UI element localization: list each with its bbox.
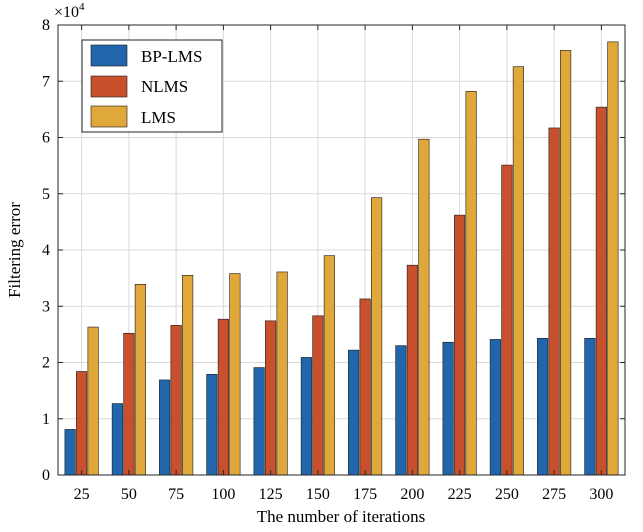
bar-lms-250: [512, 66, 524, 476]
x-tick-label: 100: [211, 486, 235, 503]
legend: BP-LMS NLMS LMS: [81, 39, 223, 133]
bar-nlms-300: [595, 106, 607, 476]
bar-lms-175: [371, 197, 383, 476]
bar-nlms-250: [501, 164, 513, 476]
x-axis-title: The number of iterations: [257, 507, 426, 526]
legend-swatch-bp-lms: [90, 44, 128, 67]
bar-bp-lms-225: [442, 341, 454, 476]
bar-nlms-200: [406, 264, 418, 476]
bar-bp-lms-250: [489, 339, 501, 476]
y-axis-title: Filtering error: [5, 202, 24, 298]
y-tick-label: 2: [42, 355, 50, 372]
y-tick-label: 1: [42, 411, 50, 428]
bar-nlms-25: [76, 371, 88, 476]
bar-nlms-225: [454, 214, 466, 476]
x-tick-label: 125: [259, 486, 283, 503]
legend-label-lms: LMS: [141, 108, 176, 127]
x-tick-label: 300: [589, 486, 613, 503]
x-tick-label: 175: [353, 486, 377, 503]
bar-nlms-75: [170, 325, 182, 476]
bar-lms-50: [134, 284, 146, 476]
bar-bp-lms-100: [206, 374, 218, 476]
y-tick-label: 3: [42, 298, 50, 315]
legend-swatch-lms: [90, 105, 128, 128]
x-tick-label: 225: [448, 486, 472, 503]
bar-lms-100: [229, 273, 241, 476]
bar-lms-75: [182, 275, 194, 476]
bar-bp-lms-75: [159, 379, 171, 476]
legend-swatch-nlms: [90, 75, 128, 98]
bars: [64, 41, 619, 476]
y-tick-label: 0: [42, 467, 50, 484]
y-tick-label: 7: [42, 73, 50, 90]
bar-nlms-125: [265, 320, 277, 476]
bar-bp-lms-125: [253, 367, 265, 476]
x-tick-label: 75: [168, 486, 184, 503]
x-tick-label: 25: [74, 486, 90, 503]
bar-bp-lms-175: [348, 349, 360, 476]
bar-nlms-50: [123, 332, 135, 476]
bar-lms-25: [87, 326, 99, 476]
bar-bp-lms-200: [395, 345, 407, 476]
bar-nlms-275: [548, 127, 560, 476]
x-tick-labels: 25 50 75 100 125 150 175 200 225 250 275 300: [74, 486, 614, 503]
y-tick-label: 8: [42, 17, 50, 34]
bar-nlms-150: [312, 315, 324, 476]
legend-label-nlms: NLMS: [141, 77, 188, 96]
bar-nlms-100: [217, 318, 229, 476]
bar-lms-125: [276, 271, 288, 476]
bar-bp-lms-150: [300, 357, 312, 476]
x-tick-label: 275: [542, 486, 566, 503]
bar-lms-300: [607, 41, 619, 476]
y-tick-labels: 0 1 2 3 4 5 6 7 8: [42, 17, 50, 484]
bar-lms-150: [323, 255, 335, 476]
bar-bp-lms-275: [537, 338, 549, 476]
ticks: [58, 24, 625, 476]
x-tick-label: 150: [306, 486, 330, 503]
x-tick-label: 50: [121, 486, 137, 503]
bar-nlms-175: [359, 298, 371, 476]
bar-lms-275: [560, 50, 572, 476]
legend-label-bp-lms: BP-LMS: [141, 47, 202, 66]
bar-lms-200: [418, 138, 430, 476]
y-tick-label: 6: [42, 130, 50, 147]
y-tick-label: 5: [42, 186, 50, 203]
bar-bp-lms-25: [64, 429, 76, 476]
exponent-label: ×104: [54, 1, 85, 21]
bar-bp-lms-300: [584, 338, 596, 476]
bar-bp-lms-50: [111, 403, 123, 476]
x-tick-label: 250: [495, 486, 519, 503]
bar-lms-225: [465, 91, 477, 476]
x-tick-label: 200: [400, 486, 424, 503]
y-tick-label: 4: [42, 242, 50, 259]
